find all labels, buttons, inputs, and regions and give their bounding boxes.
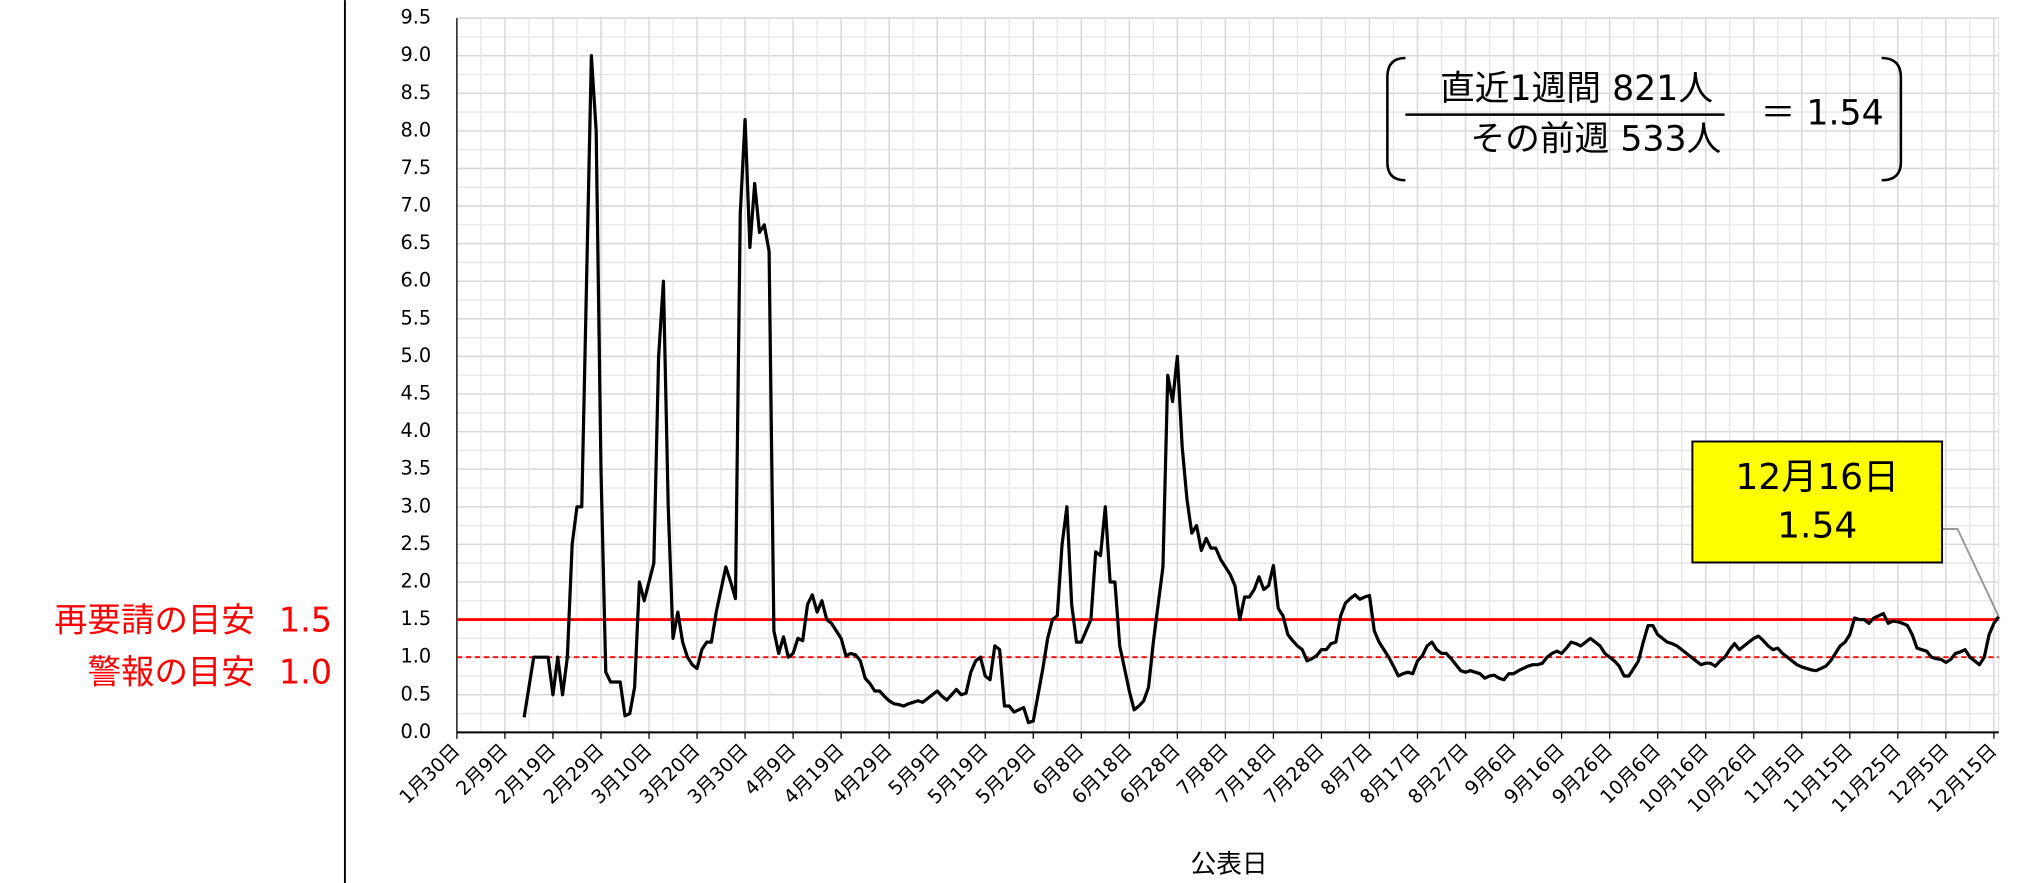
y-tick-label: 8.5 <box>400 81 431 104</box>
paren-left <box>1386 56 1406 182</box>
y-tick-label: 0.5 <box>400 682 431 705</box>
y-tick-label: 5.5 <box>400 306 431 329</box>
y-tick-label: 9.0 <box>400 43 431 66</box>
x-axis-title: 公表日 <box>1190 849 1267 879</box>
y-tick-label: 3.5 <box>400 457 431 480</box>
line-series <box>522 54 2001 725</box>
y-tick-label: 0.0 <box>400 720 431 743</box>
callout-box <box>1691 440 1944 564</box>
y-tick-label: 6.5 <box>400 231 431 254</box>
formula-denominator: その前週 533人 <box>1470 119 1721 159</box>
callout-leader <box>1942 528 2000 617</box>
y-tick-label: 2.0 <box>400 569 431 592</box>
y-tick-label: 5.0 <box>400 344 431 367</box>
paren-right <box>1881 56 1903 182</box>
y-tick-label: 9.5 <box>400 6 431 29</box>
reference-label: 警報の目安 <box>88 652 255 691</box>
callout-date: 12月16日 <box>1735 457 1899 498</box>
y-tick-label: 3.0 <box>400 494 431 517</box>
y-tick-label: 8.0 <box>400 118 431 141</box>
y-tick-label: 7.5 <box>400 156 431 179</box>
formula-numerator: 直近1週間 821人 <box>1440 69 1713 109</box>
reference-value: 1.0 <box>279 652 332 691</box>
y-tick-label: 1.0 <box>400 645 431 668</box>
reference-label: 再要請の目安 <box>54 601 255 640</box>
y-tick-label: 4.0 <box>400 419 431 442</box>
y-tick-label: 7.0 <box>400 194 431 217</box>
reference-value: 1.5 <box>279 601 332 640</box>
y-tick-label: 6.0 <box>400 269 431 292</box>
y-tick-label: 1.5 <box>400 607 431 630</box>
formula: 直近1週間 821人 その前週 533人 ＝ 1.54 <box>1386 56 1903 182</box>
callout-value: 1.54 <box>1777 506 1857 547</box>
y-tick-label: 2.5 <box>400 532 431 555</box>
formula-result: ＝ 1.54 <box>1761 94 1884 134</box>
y-tick-label: 4.5 <box>400 382 431 405</box>
x-tick-label: 1月30日 <box>395 739 465 809</box>
